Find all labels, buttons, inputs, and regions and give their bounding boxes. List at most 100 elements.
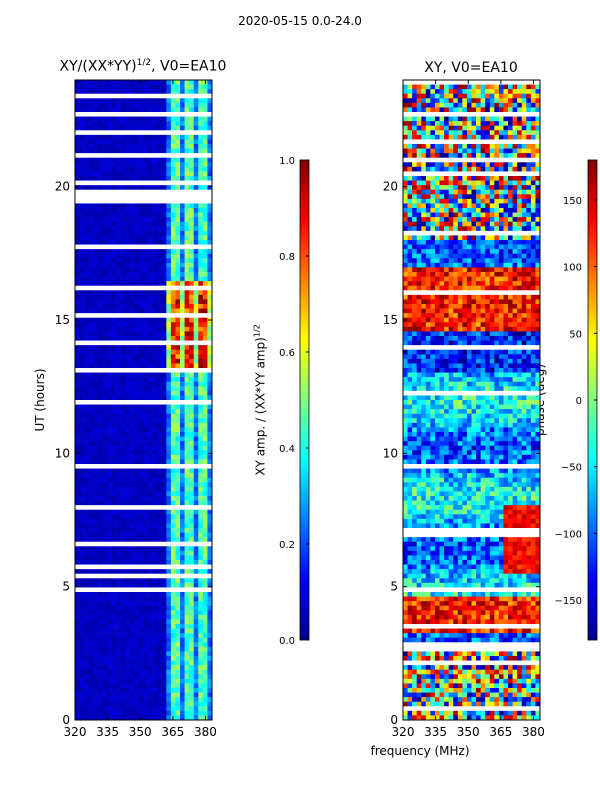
amp-cell <box>207 166 213 172</box>
phase-cell <box>462 107 468 113</box>
phase-cell <box>466 84 472 90</box>
amp-cell <box>84 555 89 561</box>
phase-cell <box>439 107 445 113</box>
amp-cell <box>79 569 85 575</box>
phase-cell <box>512 153 518 159</box>
amp-cell <box>161 281 167 287</box>
amp-cell <box>102 148 108 154</box>
amp-cell <box>189 637 195 643</box>
amp-cell <box>111 162 117 168</box>
amp-cell <box>106 550 112 556</box>
amp-cell <box>138 107 144 113</box>
phase-cell <box>416 144 422 149</box>
amp-cell <box>180 299 185 305</box>
phase-cell <box>430 226 436 232</box>
amp-cell <box>198 413 204 419</box>
phase-cell <box>517 221 523 227</box>
amp-cell <box>134 459 140 465</box>
phase-cell <box>471 226 477 232</box>
amp-cell <box>175 454 181 460</box>
amp-row <box>75 363 213 369</box>
phase-cell <box>517 130 523 136</box>
amp-cell <box>106 482 112 488</box>
amp-cell <box>102 473 108 479</box>
amp-cell <box>202 395 208 401</box>
phase-cell <box>494 221 500 227</box>
amp-cell <box>166 203 172 209</box>
amp-cell <box>125 669 131 675</box>
amp-cell <box>84 619 89 625</box>
phase-cell <box>466 116 472 122</box>
amp-cell <box>184 358 190 364</box>
amp-cell <box>79 646 85 652</box>
amp-cell <box>120 217 126 223</box>
amp-cell <box>166 468 172 474</box>
amp-cell <box>193 445 199 451</box>
amp-cell <box>180 294 185 300</box>
amp-cell <box>166 642 172 648</box>
amp-cell <box>143 304 149 309</box>
phase-cell <box>526 253 532 259</box>
amp-cell <box>161 363 167 369</box>
phase-cell <box>457 153 463 159</box>
phase-cell <box>430 235 436 241</box>
phase-cell <box>462 203 468 209</box>
phase-cell <box>526 93 532 99</box>
amp-cell <box>125 148 131 154</box>
phase-cell <box>403 102 408 108</box>
amp-cell <box>111 665 117 671</box>
phase-cell <box>466 130 472 136</box>
amp-cell <box>189 646 195 652</box>
phase-cell <box>444 189 449 195</box>
amp-cell <box>97 496 103 501</box>
amp-cell <box>79 413 85 419</box>
amp-cell <box>193 592 199 597</box>
amp-cell <box>102 660 108 666</box>
phase-cell <box>535 130 541 136</box>
amp-cell <box>184 477 190 483</box>
phase-cell <box>416 121 422 127</box>
phase-cell <box>430 153 436 159</box>
flagged-row <box>75 244 212 250</box>
amp-cell <box>184 697 190 703</box>
amp-cell <box>106 523 112 529</box>
amp-cell <box>202 665 208 671</box>
amp-cell <box>125 509 131 515</box>
amp-cell <box>134 514 140 520</box>
amp-cell <box>93 267 99 273</box>
phase-cell <box>476 276 481 282</box>
phase-cell <box>494 153 500 159</box>
amp-cell <box>102 633 108 639</box>
amp-cell <box>189 537 195 543</box>
amp-cell <box>166 230 172 236</box>
phase-cell <box>444 121 449 127</box>
amp-cell <box>111 221 117 227</box>
phase-cell <box>498 93 504 99</box>
amp-cell <box>170 560 176 565</box>
amp-cell <box>180 560 185 565</box>
phase-row <box>403 272 541 277</box>
phase-cell <box>530 130 536 136</box>
amp-cell <box>207 715 213 721</box>
amp-cell <box>106 459 112 465</box>
amp-cell <box>111 678 117 684</box>
amp-cell <box>161 550 167 556</box>
amp-cell <box>134 272 140 277</box>
amp-cell <box>170 660 176 666</box>
amp-cell <box>193 345 199 351</box>
amp-cell <box>157 98 163 104</box>
amp-cell <box>193 674 199 680</box>
phase-cell <box>421 272 427 277</box>
amp-cell <box>97 546 103 552</box>
phase-cell <box>494 198 500 204</box>
phase-cell <box>416 102 422 108</box>
amp-cell <box>129 386 135 392</box>
amp-cell <box>125 336 131 341</box>
left-panel-title: XY/(XX*YY)1/2, V0=EA10 <box>48 58 238 75</box>
amp-cell <box>93 669 99 675</box>
amp-cell <box>106 500 112 506</box>
amp-cell <box>125 619 131 625</box>
phase-cell <box>498 267 504 273</box>
amp-cell <box>143 281 149 287</box>
amp-cell <box>175 427 181 433</box>
